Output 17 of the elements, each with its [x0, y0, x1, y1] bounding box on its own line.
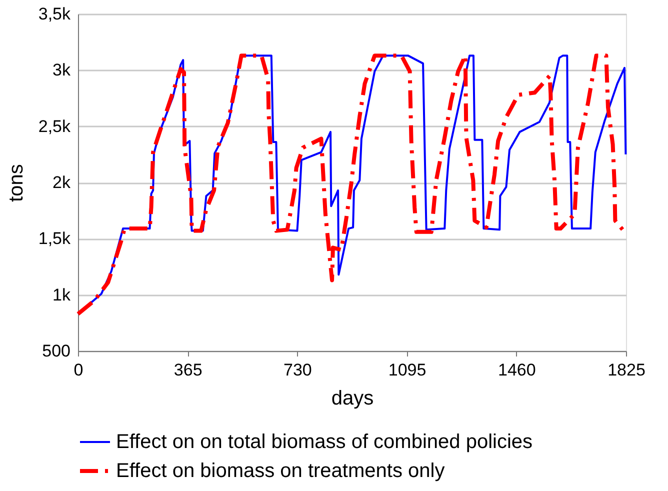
x-tick-label: 1825 [608, 360, 646, 380]
y-tick-label: 3k [52, 60, 71, 80]
x-tick-label: 365 [174, 360, 202, 380]
y-tick-label: 2k [52, 173, 71, 192]
legend-label: Effect on biomass on treatments only [116, 460, 445, 482]
x-tick-label: 0 [74, 360, 84, 380]
y-tick-label: 500 [42, 342, 70, 360]
x-tick-label: 1095 [388, 360, 426, 380]
x-axis-title: days [331, 388, 374, 410]
y-tick-label: 1,5k [38, 229, 71, 248]
legend-label: Effect on on total biomass of combined policies [116, 431, 533, 453]
y-tick-label: 1k [52, 285, 71, 304]
x-tick-label: 730 [284, 360, 312, 380]
y-tick-label: 3,5k [38, 4, 71, 24]
x-tick-label: 1460 [498, 360, 536, 380]
y-tick-label: 2,5k [38, 116, 71, 136]
y-axis-title: tons [5, 164, 28, 202]
